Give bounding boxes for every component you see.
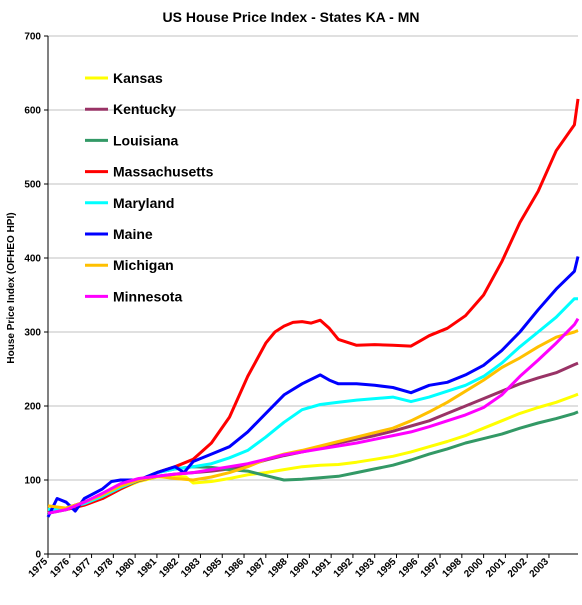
x-tick-label: 1978 xyxy=(92,556,116,580)
y-tick-label: 700 xyxy=(24,32,41,43)
series-line-maine xyxy=(46,256,580,518)
series-line-kansas xyxy=(47,392,579,513)
x-tick-label: 1995 xyxy=(375,556,399,580)
x-tick-label: 1990 xyxy=(288,556,312,580)
series-line-minnesota xyxy=(47,317,580,515)
legend: Kansas Kentucky Louisiana Massachusetts Mary… xyxy=(85,70,214,304)
y-tick-label: 400 xyxy=(24,254,41,265)
x-tick-label: 1988 xyxy=(266,556,290,580)
legend-label-louisiana: Louisiana xyxy=(113,132,179,148)
y-tick-label: 600 xyxy=(24,106,41,117)
x-tick-label: 1983 xyxy=(179,556,203,580)
y-tick-label: 300 xyxy=(24,328,41,339)
x-tick-label: 1977 xyxy=(70,556,94,580)
series-line-louisiana xyxy=(47,410,579,515)
series-lines xyxy=(46,98,580,518)
x-tick-label: 2000 xyxy=(462,556,486,580)
gridlines xyxy=(48,35,578,481)
legend-label-massachusetts: Massachusetts xyxy=(113,164,214,180)
x-tick-label: 1980 xyxy=(114,556,138,580)
chart-title: US House Price Index - States KA - MN xyxy=(163,9,420,25)
x-tick-label: 1992 xyxy=(332,556,356,580)
y-tick-label: 200 xyxy=(24,402,41,413)
x-tick-label: 2002 xyxy=(506,556,530,580)
y-axis-label: House Price Index (OFHEO HPI) xyxy=(6,212,17,363)
x-tick-label: 2001 xyxy=(484,556,508,580)
x-tick-label: 1987 xyxy=(244,556,268,580)
x-tick-label: 2003 xyxy=(528,556,552,580)
x-tick-label: 1993 xyxy=(353,556,377,580)
legend-label-maine: Maine xyxy=(113,226,153,242)
legend-label-kentucky: Kentucky xyxy=(113,101,176,117)
legend-label-michigan: Michigan xyxy=(113,257,174,273)
x-tick-label: 1975 xyxy=(27,556,51,580)
x-tick-label: 1986 xyxy=(223,556,247,580)
x-tick-label: 1997 xyxy=(419,556,443,580)
y-tick-label: 100 xyxy=(24,476,41,487)
y-tick-label: 0 xyxy=(35,550,41,561)
x-tick-label: 1982 xyxy=(157,556,181,580)
x-tick-label: 1998 xyxy=(440,556,464,580)
x-tick-label: 1985 xyxy=(201,556,225,580)
legend-label-kansas: Kansas xyxy=(113,70,163,86)
legend-label-maryland: Maryland xyxy=(113,195,174,211)
x-tick-label: 1976 xyxy=(48,556,72,580)
x-tick-label: 1996 xyxy=(397,556,421,580)
x-tick-label: 1991 xyxy=(310,556,334,580)
legend-label-minnesota: Minnesota xyxy=(113,288,182,304)
y-tick-label: 500 xyxy=(24,180,41,191)
x-tick-label: 1981 xyxy=(136,556,160,580)
